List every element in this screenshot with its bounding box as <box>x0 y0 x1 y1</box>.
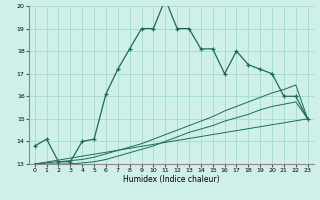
X-axis label: Humidex (Indice chaleur): Humidex (Indice chaleur) <box>123 175 220 184</box>
